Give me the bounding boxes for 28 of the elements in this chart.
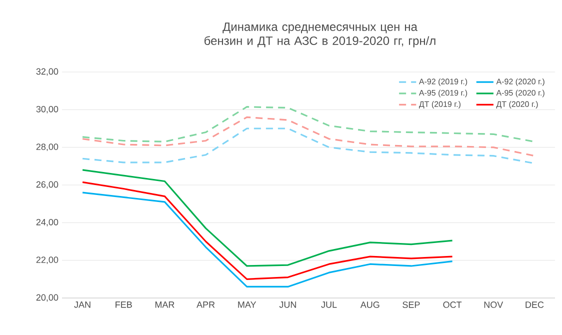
y-tick-label: 28,00 bbox=[36, 144, 58, 152]
x-tick-label: MAR bbox=[155, 302, 174, 308]
x-tick-label: SEP bbox=[402, 302, 420, 308]
y-tick-label: 26,00 bbox=[36, 181, 58, 189]
x-tick-label: JAN bbox=[74, 302, 90, 308]
line-series bbox=[82, 181, 454, 280]
legend-label: ДТ (2020 г.) bbox=[496, 101, 538, 109]
y-tick-label: 22,00 bbox=[36, 256, 58, 264]
x-tick-label: APR bbox=[196, 302, 215, 308]
x-tick-label: FEB bbox=[116, 302, 132, 308]
x-tick-label: MAY bbox=[238, 302, 256, 308]
y-tick-label: 30,00 bbox=[36, 106, 58, 114]
y-tick-label: 32,00 bbox=[36, 68, 58, 76]
x-tick-label: DEC bbox=[526, 302, 544, 308]
x-tick-label: JUN bbox=[279, 302, 296, 308]
x-tick-label: AUG bbox=[360, 302, 380, 308]
line-series bbox=[82, 116, 536, 157]
chart-title: Динамика среднемесячных цен на бензин и ДТ на АЗС в 2019-2020 гг, грн/л bbox=[204, 22, 436, 48]
legend-label: ДТ (2019 г.) bbox=[419, 101, 460, 109]
legend-label: А-92 (2019 г.) bbox=[418, 78, 468, 86]
y-tick-label: 20,00 bbox=[36, 294, 58, 302]
x-tick-label: NOV bbox=[484, 302, 504, 308]
legend-label: А-95 (2019 г.) bbox=[418, 90, 468, 98]
x-tick-label: OCT bbox=[443, 302, 462, 308]
x-tick-label: JUL bbox=[321, 302, 337, 308]
legend-label: А-95 (2020 г.) bbox=[496, 90, 544, 98]
legend-label: А-92 (2020 г.) bbox=[496, 78, 544, 86]
y-tick-label: 24,00 bbox=[36, 218, 58, 226]
